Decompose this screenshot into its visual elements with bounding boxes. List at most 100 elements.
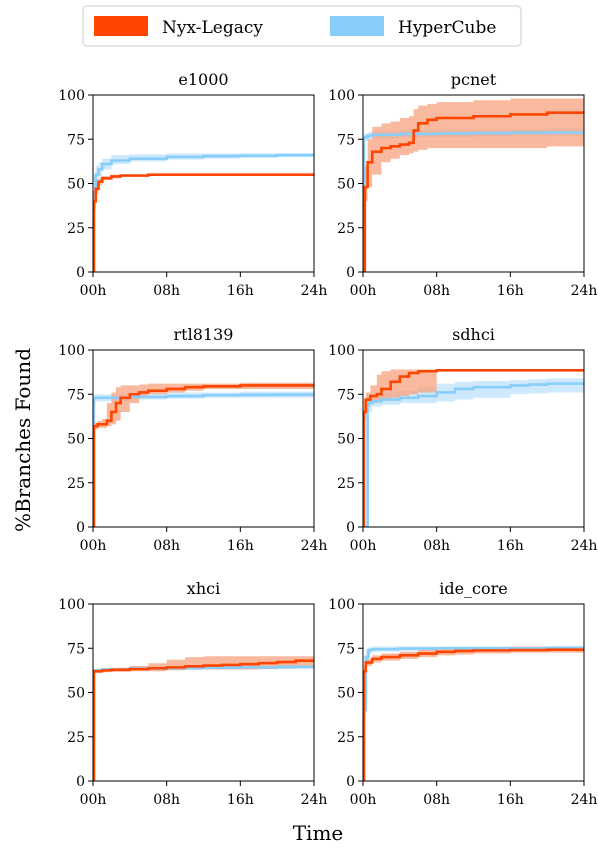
- legend-label-hypercube: HyperCube: [398, 18, 496, 38]
- axes-frame-ide-core: [362, 603, 585, 782]
- x-tick-label: 08h: [153, 283, 180, 299]
- y-tick-label: 100: [58, 343, 85, 359]
- plot-area-rtl8139: [93, 382, 314, 527]
- x-tick-label: 24h: [571, 538, 598, 554]
- x-tick-label: 24h: [571, 792, 598, 808]
- y-tick-label: 50: [337, 432, 355, 448]
- panel-xhci: xhci 0 25 50 75 100 00h 08h 16h 24h: [58, 579, 327, 808]
- y-tick-label: 75: [337, 641, 355, 657]
- legend-swatch-hypercube: [330, 16, 384, 36]
- band-nyx-legacy-xhci: [93, 656, 314, 781]
- y-tick-label: 100: [328, 597, 355, 613]
- panel-title-ide-core: ide_core: [439, 579, 508, 598]
- line-hypercube-sdhci: [363, 382, 584, 527]
- y-tick-label: 0: [346, 265, 355, 281]
- legend-label-nyx-legacy: Nyx-Legacy: [162, 18, 263, 38]
- panels: e1000 0 25 50 75 100 00h 08h 16h 24h pcnet 0 25 50 75 1…: [58, 70, 597, 808]
- legend-swatch-nyx-legacy: [94, 16, 148, 36]
- line-nyx-legacy-pcnet: [363, 111, 584, 272]
- panel-title-sdhci: sdhci: [452, 325, 495, 344]
- panel-pcnet: pcnet 0 25 50 75 100 00h 08h 16h 24h: [328, 70, 597, 299]
- line-hypercube-rtl8139: [93, 393, 314, 527]
- x-tick-label: 16h: [497, 792, 524, 808]
- legend-frame: [82, 5, 522, 47]
- panel-ide-core: ide_core 0 25 50 75 100 00h 08h 16h 24h: [328, 579, 597, 808]
- y-tick-label: 50: [337, 177, 355, 193]
- y-tick-label: 50: [67, 177, 85, 193]
- panel-title-xhci: xhci: [187, 579, 220, 598]
- band-nyx-legacy-sdhci: [363, 369, 584, 527]
- line-nyx-legacy-e1000: [93, 173, 314, 272]
- panel-title-rtl8139: rtl8139: [174, 325, 234, 344]
- x-tick-label: 00h: [350, 538, 377, 554]
- y-tick-label: 25: [337, 730, 355, 746]
- plot-area-pcnet: [363, 98, 584, 272]
- axes-frame-e1000: [92, 94, 315, 273]
- x-tick-label: 08h: [423, 538, 450, 554]
- plot-area-sdhci: [363, 369, 584, 527]
- line-hypercube-e1000: [93, 153, 314, 272]
- panel-rtl8139: rtl8139 0 25 50 75 100 00h 08h 16h 24h: [58, 325, 327, 554]
- y-tick-label: 75: [337, 132, 355, 148]
- line-nyx-legacy-ide-core: [363, 648, 584, 781]
- x-tick-label: 00h: [80, 283, 107, 299]
- x-axis-label: Time: [293, 821, 344, 845]
- panel-e1000: e1000 0 25 50 75 100 00h 08h 16h 24h: [58, 70, 327, 299]
- y-tick-label: 100: [328, 88, 355, 104]
- y-tick-label: 25: [67, 221, 85, 237]
- plot-area-xhci: [93, 656, 314, 781]
- y-tick-label: 50: [337, 686, 355, 702]
- y-tick-label: 25: [337, 221, 355, 237]
- y-tick-label: 100: [58, 597, 85, 613]
- x-tick-label: 16h: [227, 283, 254, 299]
- y-tick-label: 0: [76, 774, 85, 790]
- panel-title-e1000: e1000: [178, 70, 228, 89]
- y-tick-label: 25: [67, 730, 85, 746]
- y-tick-label: 75: [67, 641, 85, 657]
- x-tick-label: 24h: [301, 538, 328, 554]
- y-axis-label: %Branches Found: [11, 348, 35, 532]
- y-tick-label: 0: [76, 520, 85, 536]
- plot-area-e1000: [93, 152, 314, 272]
- x-tick-label: 16h: [227, 538, 254, 554]
- band-nyx-legacy-ide-core: [363, 646, 584, 781]
- y-tick-label: 50: [67, 432, 85, 448]
- y-tick-label: 25: [337, 476, 355, 492]
- band-hypercube-e1000: [93, 152, 314, 272]
- x-tick-label: 08h: [423, 283, 450, 299]
- x-tick-label: 08h: [153, 538, 180, 554]
- band-nyx-legacy-rtl8139: [93, 382, 314, 527]
- line-hypercube-ide-core: [363, 646, 584, 781]
- y-tick-label: 50: [67, 686, 85, 702]
- axes-frame-xhci: [92, 603, 315, 782]
- x-tick-label: 24h: [571, 283, 598, 299]
- x-tick-label: 16h: [497, 538, 524, 554]
- band-nyx-legacy-e1000: [93, 173, 314, 272]
- panel-title-pcnet: pcnet: [451, 70, 497, 89]
- x-tick-label: 24h: [301, 792, 328, 808]
- x-tick-label: 00h: [350, 283, 377, 299]
- line-nyx-legacy-rtl8139: [93, 384, 314, 527]
- y-tick-label: 75: [67, 387, 85, 403]
- panel-sdhci: sdhci 0 25 50 75 100 00h 08h 16h 24h: [328, 325, 597, 554]
- y-tick-label: 0: [346, 774, 355, 790]
- x-tick-label: 00h: [350, 792, 377, 808]
- line-hypercube-xhci: [93, 665, 314, 781]
- legend: Nyx-Legacy HyperCube: [82, 5, 522, 47]
- x-tick-label: 00h: [80, 792, 107, 808]
- line-hypercube-pcnet: [363, 131, 584, 272]
- plot-area-ide-core: [363, 645, 584, 781]
- y-tick-label: 100: [328, 343, 355, 359]
- band-nyx-legacy-pcnet: [363, 98, 584, 272]
- line-nyx-legacy-xhci: [93, 659, 314, 781]
- x-tick-label: 16h: [227, 792, 254, 808]
- x-tick-label: 08h: [423, 792, 450, 808]
- y-tick-label: 0: [346, 520, 355, 536]
- x-tick-label: 24h: [301, 283, 328, 299]
- y-tick-label: 100: [58, 88, 85, 104]
- x-tick-label: 16h: [497, 283, 524, 299]
- band-hypercube-xhci: [93, 664, 314, 781]
- y-tick-label: 0: [76, 265, 85, 281]
- y-tick-label: 75: [337, 387, 355, 403]
- y-tick-label: 75: [67, 132, 85, 148]
